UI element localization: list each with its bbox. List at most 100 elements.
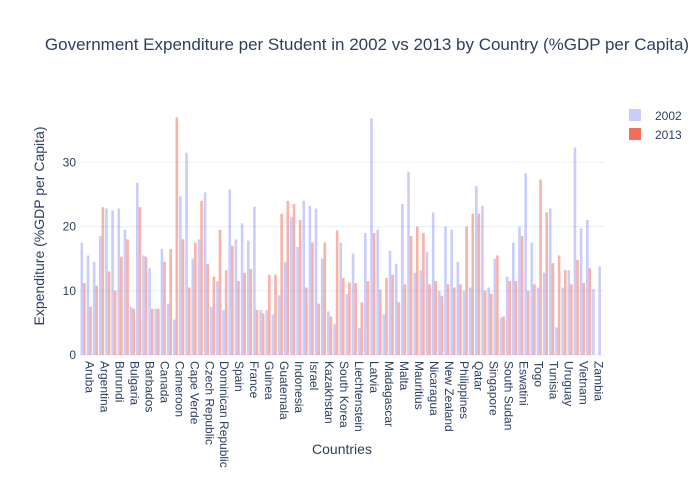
bar-2013[interactable] <box>403 284 407 355</box>
bar-2002[interactable] <box>111 210 114 355</box>
bar-2002[interactable] <box>536 287 540 355</box>
bar-2002[interactable] <box>320 258 324 355</box>
bar-2002[interactable] <box>197 239 201 355</box>
bar-2013[interactable] <box>378 289 382 355</box>
bar-2002[interactable] <box>598 266 601 355</box>
bar-2002[interactable] <box>283 261 287 355</box>
bar-2013[interactable] <box>471 213 475 355</box>
bar-2013[interactable] <box>391 274 394 355</box>
bar-2013[interactable] <box>440 295 444 355</box>
bar-2002[interactable] <box>259 310 262 355</box>
bar-2013[interactable] <box>545 212 549 355</box>
bar-2013[interactable] <box>354 283 357 355</box>
bar-2002[interactable] <box>339 242 342 355</box>
bar-2013[interactable] <box>502 316 505 355</box>
bar-2002[interactable] <box>172 319 176 355</box>
bar-2013[interactable] <box>286 200 290 355</box>
bar-2013[interactable] <box>539 179 542 355</box>
bar-2002[interactable] <box>290 216 293 355</box>
bar-2013[interactable] <box>206 263 209 355</box>
bar-2002[interactable] <box>166 303 170 355</box>
bar-2002[interactable] <box>567 270 571 355</box>
bar-2013[interactable] <box>212 276 216 355</box>
bar-2002[interactable] <box>438 290 441 355</box>
bar-2002[interactable] <box>277 295 281 355</box>
bar-2002[interactable] <box>561 287 564 355</box>
bar-2002[interactable] <box>308 205 312 355</box>
bar-2002[interactable] <box>327 311 330 355</box>
bar-2002[interactable] <box>234 239 238 355</box>
bar-2013[interactable] <box>280 213 283 355</box>
bar-2013[interactable] <box>489 293 493 355</box>
bar-2002[interactable] <box>431 212 435 355</box>
bar-2013[interactable] <box>132 308 135 355</box>
bar-2013[interactable] <box>459 284 462 355</box>
legend-label-2002[interactable]: 2002 <box>655 109 682 123</box>
bar-2013[interactable] <box>551 263 555 355</box>
bar-2013[interactable] <box>150 308 154 355</box>
bar-2002[interactable] <box>382 314 386 355</box>
bar-2013[interactable] <box>329 316 333 355</box>
bar-2002[interactable] <box>216 281 219 355</box>
bar-2013[interactable] <box>520 236 524 355</box>
bar-2013[interactable] <box>101 207 105 355</box>
bar-2013[interactable] <box>126 239 129 355</box>
bar-2002[interactable] <box>425 252 429 355</box>
bar-2013[interactable] <box>557 255 561 355</box>
bar-2013[interactable] <box>107 271 111 355</box>
bar-2002[interactable] <box>419 270 423 355</box>
bar-2002[interactable] <box>499 317 503 355</box>
bar-2002[interactable] <box>555 327 558 355</box>
bar-2002[interactable] <box>302 200 306 355</box>
bar-2002[interactable] <box>271 314 275 355</box>
bar-2013[interactable] <box>434 281 438 355</box>
bar-2002[interactable] <box>530 242 534 355</box>
bar-2013[interactable] <box>237 281 240 355</box>
bar-2013[interactable] <box>422 232 425 355</box>
bar-2002[interactable] <box>364 232 367 355</box>
bar-2013[interactable] <box>218 229 222 355</box>
bar-2013[interactable] <box>465 226 468 356</box>
bar-2013[interactable] <box>366 281 370 355</box>
bar-2002[interactable] <box>253 206 256 355</box>
bar-2013[interactable] <box>526 290 530 355</box>
bar-2002[interactable] <box>487 287 490 355</box>
bar-2002[interactable] <box>314 208 318 355</box>
bar-2013[interactable] <box>483 290 487 355</box>
bar-2002[interactable] <box>160 248 164 355</box>
legend-swatch-2013[interactable] <box>629 128 641 140</box>
bar-2002[interactable] <box>456 261 460 355</box>
bar-2013[interactable] <box>323 242 327 355</box>
bar-2013[interactable] <box>452 287 456 355</box>
bar-2002[interactable] <box>296 247 299 355</box>
bar-2013[interactable] <box>317 303 320 355</box>
bar-2002[interactable] <box>185 152 188 355</box>
legend[interactable]: 2002 2013 <box>629 109 682 142</box>
bar-2002[interactable] <box>542 272 546 355</box>
bar-2002[interactable] <box>493 258 497 355</box>
bar-2013[interactable] <box>348 282 351 355</box>
bar-2002[interactable] <box>468 287 472 355</box>
bar-2002[interactable] <box>333 324 336 355</box>
bar-2002[interactable] <box>376 229 379 355</box>
bar-2002[interactable] <box>86 255 90 355</box>
bar-2013[interactable] <box>508 281 512 355</box>
bar-2013[interactable] <box>582 283 586 355</box>
bar-2013[interactable] <box>224 270 228 355</box>
bar-2002[interactable] <box>265 310 269 355</box>
bar-2002[interactable] <box>123 229 127 355</box>
bar-2002[interactable] <box>135 182 139 355</box>
bar-2002[interactable] <box>401 204 404 355</box>
bar-2013[interactable] <box>397 302 401 355</box>
bar-2002[interactable] <box>351 253 355 355</box>
bar-2002[interactable] <box>573 147 577 355</box>
bar-2013[interactable] <box>274 274 277 355</box>
bar-2013[interactable] <box>360 302 364 355</box>
bar-2013[interactable] <box>335 230 339 355</box>
bar-2013[interactable] <box>169 248 172 355</box>
bar-2002[interactable] <box>117 208 121 355</box>
bar-2013[interactable] <box>563 270 567 355</box>
bar-2002[interactable] <box>481 205 484 355</box>
bar-2013[interactable] <box>231 245 234 355</box>
bar-2013[interactable] <box>428 284 431 355</box>
